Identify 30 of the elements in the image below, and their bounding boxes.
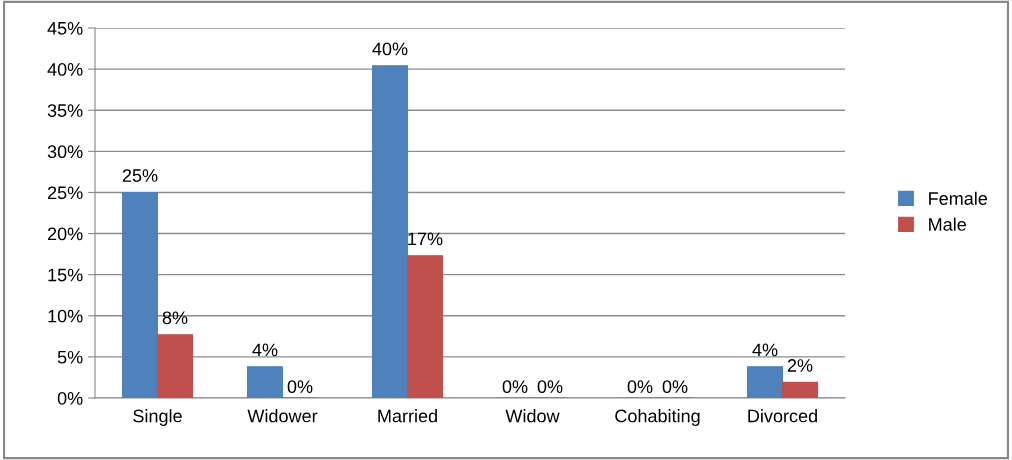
x-tick-label: Single [133,409,182,426]
y-tick-label: 25% [47,186,83,200]
x-tick-label: Married [378,409,437,423]
x-tick-label: Cohabiting [615,409,700,426]
legend-label: Male [929,217,966,231]
y-tick-label: 30% [47,145,83,159]
y-tick-label: 10% [48,309,83,323]
x-tick-label: Divorced [748,409,817,423]
data-label: 4% [252,343,278,357]
data-label: 0% [287,380,313,394]
y-tick-label: 45% [47,22,83,35]
legend-label: Female [929,191,988,205]
data-label: 0% [627,380,653,394]
x-tick-label: Widow [505,409,560,423]
y-tick-label: 5% [57,350,83,364]
data-label: 4% [752,343,778,357]
data-label: 40% [372,42,408,56]
y-tick-label: 0% [57,391,83,405]
y-tick-label: 40% [47,63,83,76]
data-label: 2% [787,359,813,372]
x-tick-label: Widower [247,409,318,423]
data-label: 17% [408,232,443,246]
y-tick-label: 15% [48,268,83,282]
data-label: 0% [662,380,688,394]
y-tick-label: 20% [47,227,83,241]
data-label: 8% [162,311,188,325]
data-label: 0% [502,380,528,394]
data-label: 25% [122,169,158,182]
y-tick-label: 35% [47,104,83,117]
data-label: 0% [537,380,563,394]
